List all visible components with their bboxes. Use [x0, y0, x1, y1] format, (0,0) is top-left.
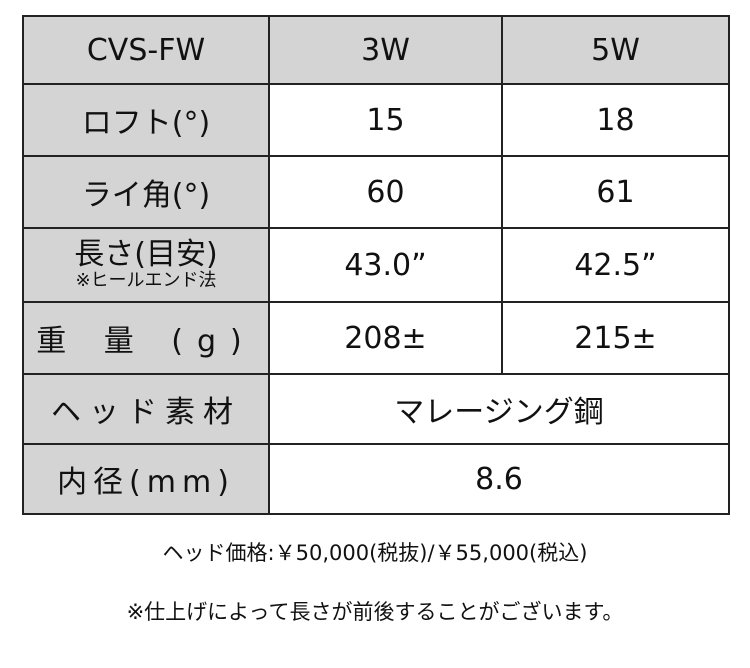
- model-name: CVS-FW: [22, 15, 270, 85]
- table-row-loft: ロフト(°) 15 18: [22, 83, 730, 157]
- row-label: ライ角(°): [22, 155, 270, 229]
- row-label: 内径(mm): [22, 443, 270, 515]
- cell-value: 208±: [268, 301, 503, 375]
- table-row-inner-diameter: 内径(mm) 8.6: [22, 443, 730, 515]
- length-note: ※仕上げによって長さが前後することがございます。: [126, 600, 624, 624]
- cell-value: 61: [501, 155, 730, 229]
- row-label: 長さ(目安) ※ヒールエンド法: [22, 227, 270, 303]
- cell-value: 15: [268, 83, 503, 157]
- table-row-lie: ライ角(°) 60 61: [22, 155, 730, 229]
- cell-value: 215±: [501, 301, 730, 375]
- row-label-sub: ※ヒールエンド法: [75, 270, 217, 291]
- table-row-head-material: ヘッド素材 マレージング鋼: [22, 373, 730, 445]
- table-header-row: CVS-FW 3W 5W: [22, 15, 730, 85]
- cell-value: 42.5”: [501, 227, 730, 303]
- table-row-weight: 重 量 (g) 208± 215±: [22, 301, 730, 375]
- column-5w: 5W: [501, 15, 730, 85]
- column-3w: 3W: [268, 15, 503, 85]
- row-label: ロフト(°): [22, 83, 270, 157]
- spec-table: CVS-FW 3W 5W ロフト(°) 15 18 ライ角(°) 60 61 長…: [22, 15, 730, 515]
- cell-value: 43.0”: [268, 227, 503, 303]
- cell-value: マレージング鋼: [268, 373, 730, 445]
- row-label: 重 量 (g): [22, 301, 270, 375]
- row-label-main: 長さ(目安): [74, 237, 218, 272]
- cell-value: 8.6: [268, 443, 730, 515]
- cell-value: 60: [268, 155, 503, 229]
- cell-value: 18: [501, 83, 730, 157]
- price-note: ヘッド価格:￥50,000(税抜)/￥55,000(税込): [162, 541, 588, 565]
- table-row-length: 長さ(目安) ※ヒールエンド法 43.0” 42.5”: [22, 227, 730, 303]
- row-label: ヘッド素材: [22, 373, 270, 445]
